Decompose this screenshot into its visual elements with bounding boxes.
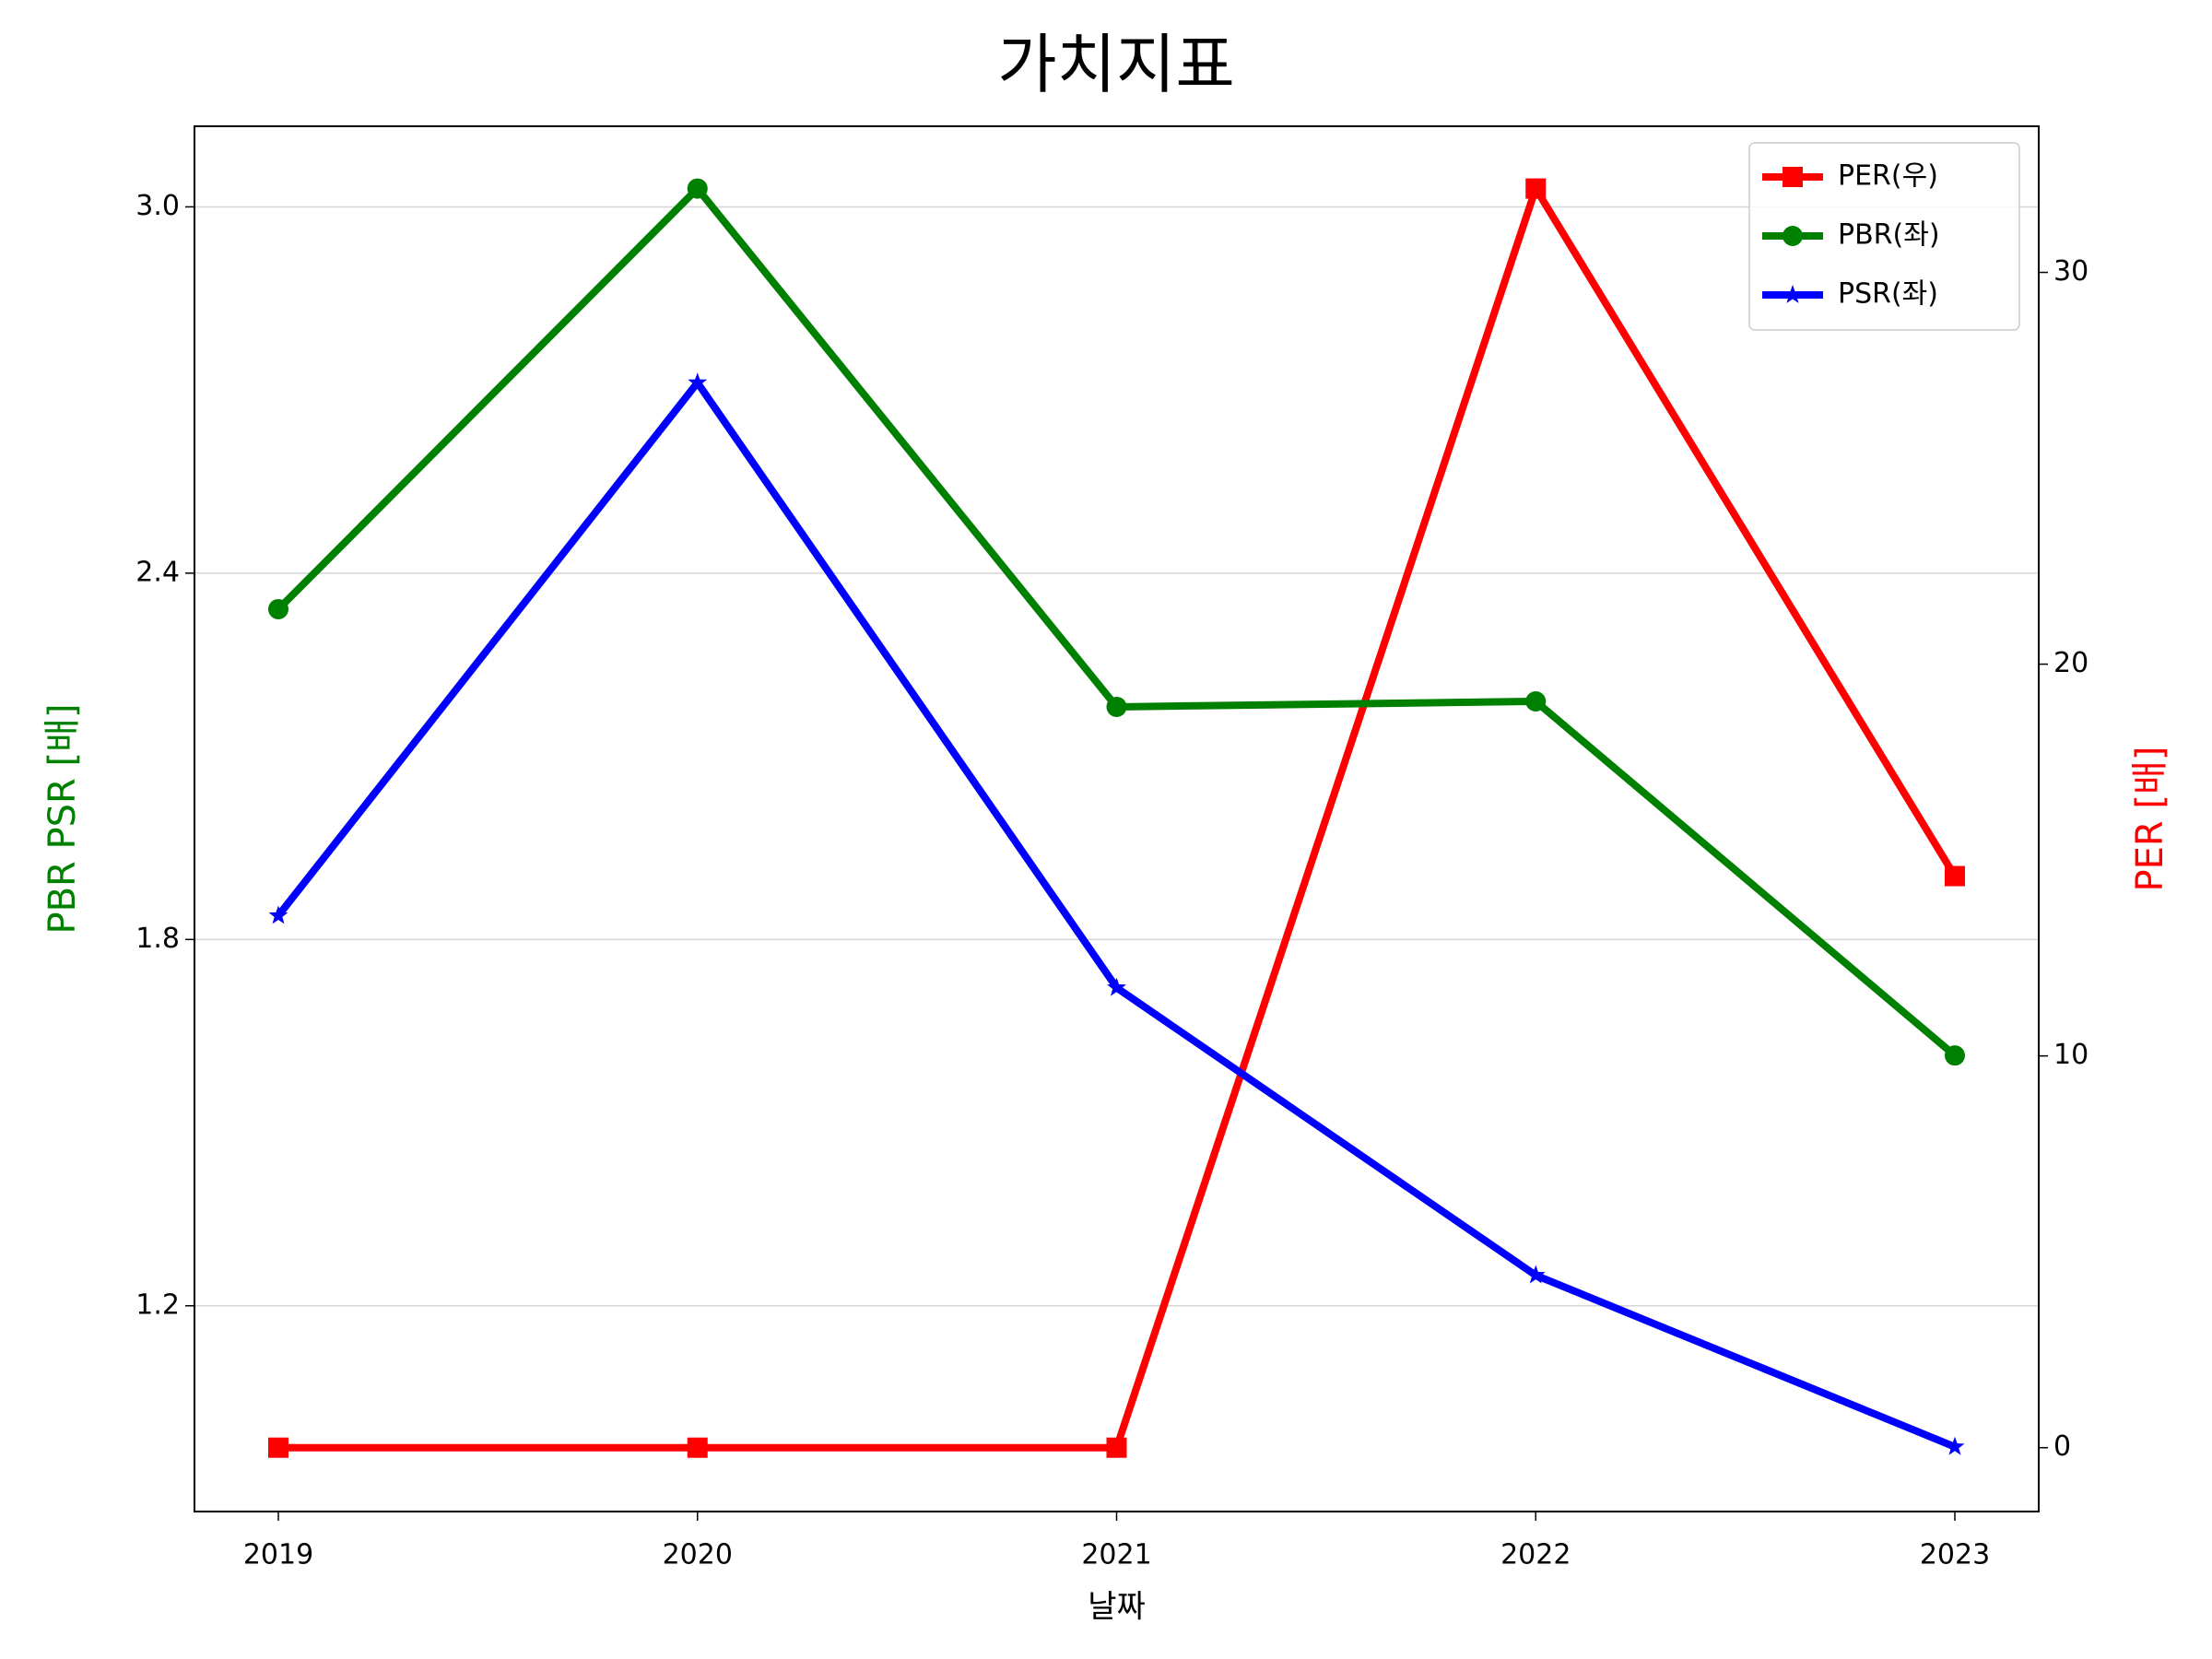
y2-tick-label: 10	[2053, 1039, 2088, 1071]
line	[275, 379, 1957, 1451]
marker	[1525, 178, 1547, 199]
marker	[1107, 977, 1126, 996]
marker	[1525, 1265, 1546, 1284]
legend-label: PSR(좌)	[1838, 278, 1938, 311]
legend-label: PER(우)	[1838, 160, 1938, 193]
y2-tick-label: 20	[2053, 647, 2088, 679]
y-tick-label: 3.0	[135, 190, 180, 222]
marker	[687, 1437, 708, 1458]
x-tick-label: 2021	[1081, 1539, 1151, 1571]
marker	[1945, 865, 1965, 887]
chart-title: 가치지표	[997, 27, 1235, 102]
marker	[268, 598, 288, 619]
marker	[1106, 1437, 1127, 1458]
marker	[1525, 690, 1547, 712]
line	[276, 184, 1958, 1059]
y-tick-label: 1.2	[135, 1288, 180, 1321]
x-tick-label: 2023	[1920, 1539, 1990, 1571]
marker	[1945, 1436, 1965, 1455]
legend-marker	[1783, 285, 1803, 303]
line	[278, 184, 1959, 1452]
x-tick-label: 2020	[663, 1539, 733, 1571]
y-axis-label: PBR PSR [배]	[41, 703, 84, 934]
y-tick-label: 2.4	[135, 556, 180, 588]
y2-tick-label: 30	[2053, 255, 2088, 288]
x-tick-label: 2022	[1500, 1539, 1571, 1571]
marker	[1945, 1045, 1965, 1066]
marker	[268, 905, 288, 924]
x-axis-label: 날짜	[1088, 1589, 1146, 1626]
plot-frame	[194, 125, 2040, 1512]
marker	[687, 178, 708, 199]
y-tick-label: 1.8	[135, 923, 180, 955]
marker	[688, 372, 708, 392]
y2-tick-label: 0	[2053, 1430, 2071, 1463]
x-tick-label: 2019	[243, 1539, 313, 1571]
legend-label: PBR(좌)	[1838, 219, 1940, 252]
y2-axis-label: PER [배]	[2129, 747, 2171, 892]
legend-box	[1748, 142, 2020, 331]
legend-marker	[1783, 167, 1803, 187]
marker	[268, 1437, 288, 1458]
legend-marker	[1783, 226, 1803, 246]
marker	[1106, 696, 1127, 717]
